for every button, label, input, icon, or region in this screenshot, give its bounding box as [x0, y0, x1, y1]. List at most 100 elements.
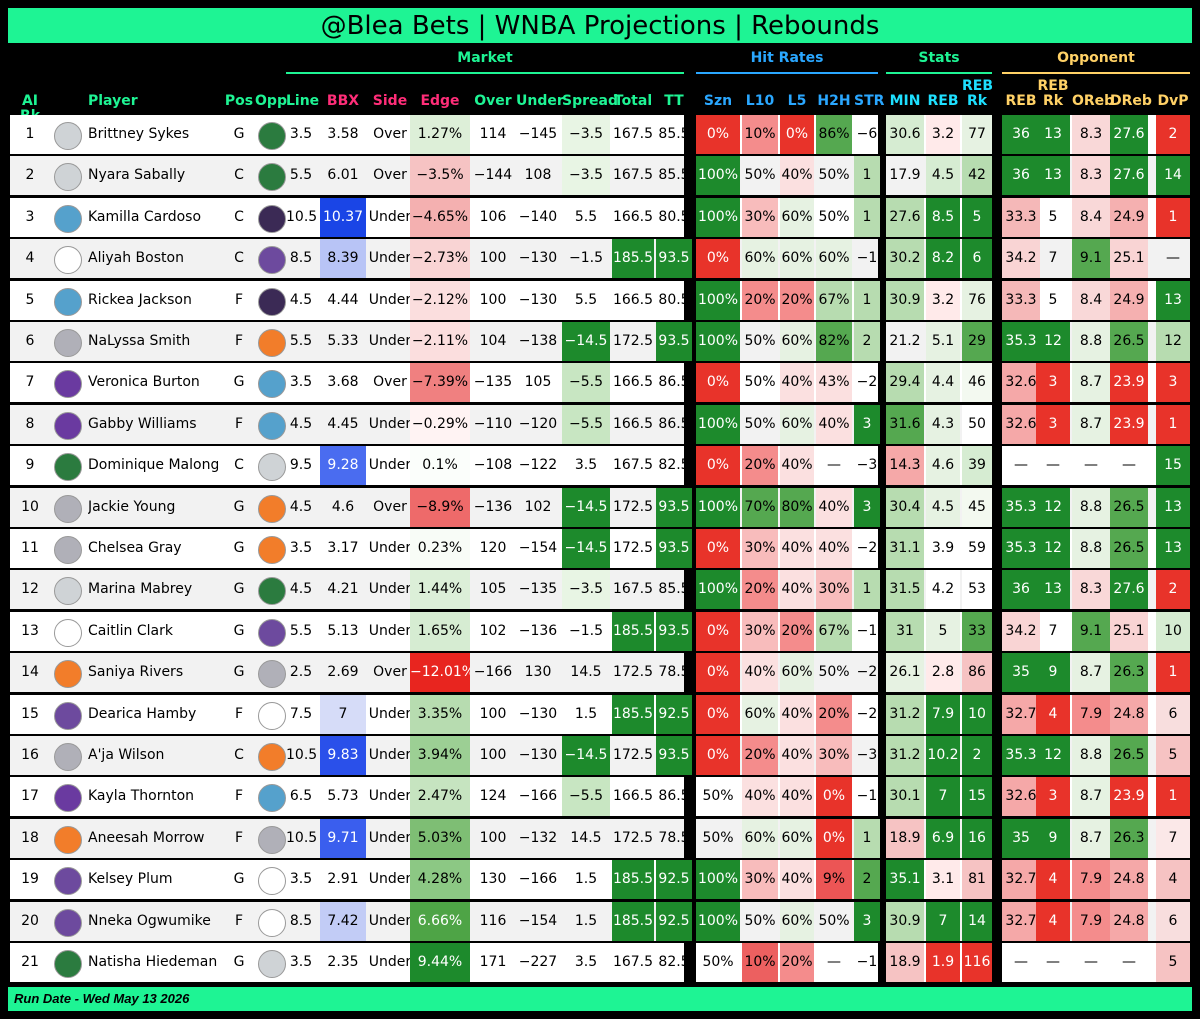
table-row[interactable]: 3 Kamilla Cardoso C 10.5 10.37 Under −4.65% 106… — [8, 197, 1192, 239]
table-row[interactable]: 13 Caitlin Clark G 5.5 5.13 Under 1.65% 102 −136… — [8, 611, 1192, 653]
table-row[interactable]: 7 Veronica Burton G 3.5 3.68 Over −7.39% −135 10… — [8, 363, 1192, 404]
cell-szn: 100% — [696, 156, 740, 196]
column-header-side[interactable]: Side — [372, 93, 408, 109]
column-header-reb[interactable]: REB — [1005, 93, 1037, 109]
column-header-over[interactable]: Over — [474, 93, 512, 109]
cell-reb-rk: — — [1046, 954, 1060, 970]
cell-oreb: 8.3 — [1072, 115, 1110, 154]
cell-spread: −3.5 — [562, 115, 610, 154]
table-row[interactable]: 2 Nyara Sabally C 5.5 6.01 Over −3.5% −144 108 −3… — [8, 156, 1192, 197]
cell-reb: 3.2 — [926, 280, 960, 320]
column-header-tt[interactable]: TT — [664, 93, 684, 109]
cell-reb: 35.3 — [1002, 529, 1040, 568]
table-row[interactable]: 19 Kelsey Plum G 3.5 2.91 Under 4.28% 130 −166 1.… — [8, 860, 1192, 901]
cell-under: −154 — [518, 540, 558, 556]
column-header-total[interactable]: Total — [613, 93, 653, 109]
cell-side: Over — [373, 167, 407, 184]
cell-h2h: 82% — [816, 322, 852, 361]
column-header-l5[interactable]: L5 — [787, 93, 807, 109]
cell-spread: −3.5 — [562, 570, 610, 610]
cell-pos: C — [234, 167, 244, 184]
column-header-str[interactable]: STR — [854, 93, 885, 109]
team-logo-icon — [54, 204, 82, 233]
column-header-reb[interactable]: REB — [927, 93, 959, 109]
cell-reb-rk: 12 — [1036, 487, 1070, 527]
table-row[interactable]: 5 Rickea Jackson F 4.5 4.44 Under −2.12% 100 −13… — [8, 280, 1192, 322]
cell-min: 31.5 — [886, 570, 924, 610]
table-row[interactable]: 11 Chelsea Gray G 3.5 3.17 Under 0.23% 120 −154−… — [8, 529, 1192, 570]
cell-tt: 85.5 — [658, 126, 690, 142]
column-header-oreb[interactable]: OReb — [1072, 93, 1115, 109]
table-row[interactable]: 15 Dearica Hamby F 7.5 7 Under 3.35% 100 −130 1.5… — [8, 694, 1192, 736]
column-header-edge[interactable]: Edge — [420, 93, 460, 109]
group-label: Opponent — [1057, 50, 1135, 66]
cell-l5: 20% — [780, 280, 814, 320]
cell-spread: −14.5 — [562, 529, 610, 568]
column-header-line[interactable]: Line — [286, 93, 320, 109]
group-header-market: Market — [286, 50, 684, 74]
cell-side: Under — [368, 871, 412, 888]
cell-total: 167.5 — [612, 457, 654, 474]
cell-reb-rk: 53 — [962, 570, 992, 610]
column-header-dvp[interactable]: DvP — [1157, 93, 1189, 109]
cell-player: Chelsea Gray — [88, 540, 182, 556]
table-row[interactable]: 16 A'ja Wilson C 10.5 9.83 Under 3.94% 100 −130−… — [8, 736, 1192, 777]
cell-dvp: 3 — [1156, 363, 1190, 403]
column-header-player[interactable]: Player — [88, 93, 138, 109]
table-row[interactable]: 9 Dominique Malonga C 9.5 9.28 Under 0.1% −108−… — [8, 446, 1192, 487]
table-row[interactable]: 14 Saniya Rivers G 2.5 2.69 Over −12.01% −166 13… — [8, 653, 1192, 694]
cell-tt: 92.5 — [656, 694, 692, 734]
table-row[interactable]: 20 Nneka Ogwumike F 8.5 7.42 Under 6.66% 116 −15… — [8, 901, 1192, 943]
cell-under: −166 — [518, 788, 558, 805]
column-header-l10[interactable]: L10 — [745, 93, 775, 109]
table-row[interactable]: 18 Aneesah Morrow F 10.5 9.71 Under 5.03% 100 −1… — [8, 818, 1192, 860]
cell-under: −227 — [518, 954, 558, 970]
group-label: Market — [457, 50, 513, 66]
column-header-opp[interactable]: Opp — [255, 93, 287, 109]
table-row[interactable]: 1 Brittney Sykes G 3.5 3.58 Over 1.27% 114 −145−… — [8, 115, 1192, 156]
cell-edge: −4.65% — [410, 197, 470, 237]
cell-total: 172.5 — [612, 540, 654, 556]
cell-side: Under — [368, 747, 412, 763]
column-header-h2h[interactable]: H2H — [817, 93, 851, 109]
cell-oreb: 8.8 — [1072, 529, 1110, 568]
table-row[interactable]: 21 Natisha Hiedeman G 3.5 2.35 Under 9.44% 171−… — [8, 943, 1192, 984]
column-header-szn[interactable]: Szn — [703, 93, 733, 109]
cell-reb-rk: 45 — [962, 487, 992, 527]
table-row[interactable]: 17 Kayla Thornton F 6.5 5.73 Under 2.47% 124 −16… — [8, 777, 1192, 818]
team-logo-icon — [54, 618, 82, 647]
cell-dvp: 6 — [1156, 694, 1190, 734]
cell-dreb: 26.5 — [1110, 322, 1148, 361]
cell-szn: 0% — [696, 115, 740, 154]
cell-szn: 0% — [696, 239, 740, 279]
table-row[interactable]: 6 NaLyssa Smith F 5.5 5.33 Under −2.11% 104 −138… — [8, 322, 1192, 363]
column-header-reb-rk[interactable]: REB Rk — [962, 78, 994, 109]
column-header-spread[interactable]: Spread — [562, 93, 618, 109]
cell-szn: 100% — [696, 404, 740, 444]
table-row[interactable]: 4 Aliyah Boston C 8.5 8.39 Under −2.73% 100 −130… — [8, 239, 1192, 280]
column-header-pos[interactable]: Pos — [224, 93, 254, 109]
cell-l5: 40% — [780, 860, 814, 900]
cell-l10: 50% — [744, 167, 776, 184]
table-row[interactable]: 12 Marina Mabrey G 4.5 4.21 Under 1.44% 105 −135… — [8, 570, 1192, 611]
cell-player: Dominique Malonga — [88, 457, 218, 474]
cell-oreb: — — [1084, 457, 1098, 474]
cell-over: −108 — [473, 457, 513, 474]
cell-line: 5.5 — [289, 333, 313, 349]
cell-dvp: 4 — [1156, 860, 1190, 900]
column-header-reb-rk[interactable]: REB Rk — [1037, 78, 1069, 109]
column-header-bbx[interactable]: BBX — [326, 93, 360, 109]
cell-line: 5.5 — [289, 622, 313, 639]
cell-total: 167.5 — [612, 954, 654, 970]
cell-l10: 20% — [742, 570, 778, 610]
cell-edge: −12.01% — [410, 653, 470, 693]
column-header-min[interactable]: MIN — [889, 93, 921, 109]
cell-under: 130 — [524, 664, 552, 681]
row-block — [10, 860, 684, 900]
column-header-under[interactable]: Under — [516, 93, 564, 109]
cell-l10: 10% — [742, 115, 778, 154]
column-header-dreb[interactable]: DReb — [1110, 93, 1152, 109]
cell-oreb: 8.7 — [1072, 404, 1110, 444]
table-row[interactable]: 8 Gabby Williams F 4.5 4.45 Under −0.29% −110 −1… — [8, 404, 1192, 446]
table-row[interactable]: 10 Jackie Young G 4.5 4.6 Over −8.9% −136 102 −14… — [8, 487, 1192, 529]
